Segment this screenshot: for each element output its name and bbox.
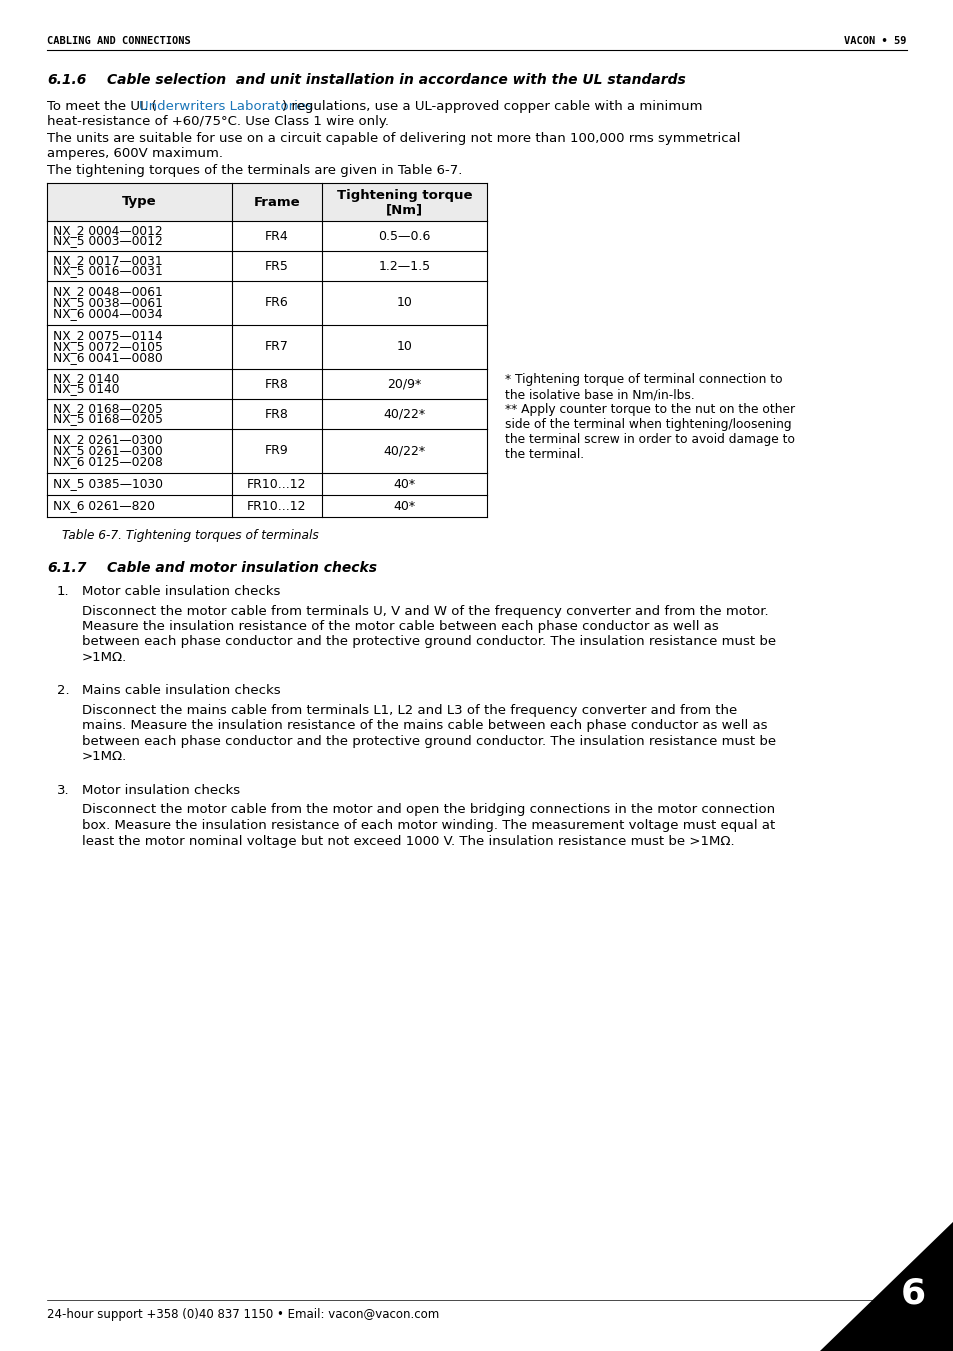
Text: 10: 10 [396, 296, 412, 309]
Text: NX_2 0017—0031: NX_2 0017—0031 [53, 254, 162, 267]
Text: between each phase conductor and the protective ground conductor. The insulation: between each phase conductor and the pro… [82, 735, 776, 748]
Text: NX_2 0075—0114: NX_2 0075—0114 [53, 330, 163, 343]
Text: NX_2 0261—0300: NX_2 0261—0300 [53, 434, 162, 446]
Text: Mains cable insulation checks: Mains cable insulation checks [82, 685, 280, 697]
Text: the isolative base in Nm/in-lbs.: the isolative base in Nm/in-lbs. [504, 388, 694, 401]
Text: between each phase conductor and the protective ground conductor. The insulation: between each phase conductor and the pro… [82, 635, 776, 648]
Text: 2.: 2. [57, 685, 70, 697]
Text: heat-resistance of +60/75°C. Use Class 1 wire only.: heat-resistance of +60/75°C. Use Class 1… [47, 115, 389, 128]
Text: 6.1.6: 6.1.6 [47, 73, 87, 86]
Text: VACON • 59: VACON • 59 [843, 36, 906, 46]
Text: NX_5 0261—0300: NX_5 0261—0300 [53, 444, 163, 458]
Text: NX_6 0125—0208: NX_6 0125—0208 [53, 455, 163, 469]
Text: Motor insulation checks: Motor insulation checks [82, 784, 240, 797]
Text: NX_6 0004—0034: NX_6 0004—0034 [53, 308, 162, 320]
Text: FR8: FR8 [265, 408, 289, 420]
Text: [Nm]: [Nm] [386, 204, 422, 216]
Text: NX_6 0041—0080: NX_6 0041—0080 [53, 351, 163, 365]
Text: 1.2—1.5: 1.2—1.5 [378, 259, 430, 273]
Text: FR8: FR8 [265, 377, 289, 390]
Text: Underwriters Laboratories: Underwriters Laboratories [138, 100, 313, 113]
Text: NX_5 0016—0031: NX_5 0016—0031 [53, 265, 163, 277]
Text: ) regulations, use a UL-approved copper cable with a minimum: ) regulations, use a UL-approved copper … [281, 100, 701, 113]
Text: 1.: 1. [57, 585, 70, 598]
Text: 6.1.7: 6.1.7 [47, 561, 87, 576]
Bar [47, 182, 486, 222]
Text: mains. Measure the insulation resistance of the mains cable between each phase c: mains. Measure the insulation resistance… [82, 720, 767, 732]
Text: NX_2 0004—0012: NX_2 0004—0012 [53, 224, 162, 238]
Text: Motor cable insulation checks: Motor cable insulation checks [82, 585, 280, 598]
Text: The tightening torques of the terminals are given in Table 6-7.: The tightening torques of the terminals … [47, 163, 462, 177]
Text: NX_5 0140: NX_5 0140 [53, 382, 119, 396]
Text: The units are suitable for use on a circuit capable of delivering not more than : The units are suitable for use on a circ… [47, 132, 740, 145]
Text: FR6: FR6 [265, 296, 289, 309]
Text: 20/9*: 20/9* [387, 377, 421, 390]
Text: * Tightening torque of terminal connection to: * Tightening torque of terminal connecti… [504, 373, 781, 386]
Text: FR7: FR7 [265, 340, 289, 354]
Text: NX_5 0385—1030: NX_5 0385—1030 [53, 477, 163, 490]
Text: Frame: Frame [253, 196, 300, 208]
Text: >1MΩ.: >1MΩ. [82, 651, 127, 663]
Text: 40/22*: 40/22* [383, 444, 425, 458]
Text: 24-hour support +358 (0)40 837 1150 • Email: vacon@vacon.com: 24-hour support +358 (0)40 837 1150 • Em… [47, 1308, 438, 1321]
Text: 6: 6 [900, 1275, 924, 1310]
Text: 40*: 40* [393, 477, 416, 490]
Text: box. Measure the insulation resistance of each motor winding. The measurement vo: box. Measure the insulation resistance o… [82, 819, 775, 832]
Text: Disconnect the mains cable from terminals L1, L2 and L3 of the frequency convert: Disconnect the mains cable from terminal… [82, 704, 737, 717]
Text: NX_5 0003—0012: NX_5 0003—0012 [53, 235, 163, 247]
Text: Tightening torque: Tightening torque [336, 189, 472, 201]
Text: Cable and motor insulation checks: Cable and motor insulation checks [107, 561, 376, 576]
Text: Disconnect the motor cable from terminals U, V and W of the frequency converter : Disconnect the motor cable from terminal… [82, 604, 768, 617]
Text: side of the terminal when tightening/loosening: side of the terminal when tightening/loo… [504, 417, 791, 431]
Text: amperes, 600V maximum.: amperes, 600V maximum. [47, 147, 223, 161]
Text: Measure the insulation resistance of the motor cable between each phase conducto: Measure the insulation resistance of the… [82, 620, 718, 634]
Text: Type: Type [122, 196, 156, 208]
Text: Cable selection  and unit installation in accordance with the UL standards: Cable selection and unit installation in… [107, 73, 685, 86]
Text: NX_6 0261—820: NX_6 0261—820 [53, 500, 154, 512]
Text: 0.5—0.6: 0.5—0.6 [378, 230, 430, 242]
Text: To meet the UL (: To meet the UL ( [47, 100, 156, 113]
Text: 3.: 3. [57, 784, 70, 797]
Text: NX_2 0140: NX_2 0140 [53, 373, 119, 385]
Text: NX_5 0168—0205: NX_5 0168—0205 [53, 412, 163, 426]
Polygon shape [820, 1221, 953, 1351]
Text: FR10...12: FR10...12 [247, 477, 307, 490]
Text: 40*: 40* [393, 500, 416, 512]
Text: FR5: FR5 [265, 259, 289, 273]
Text: the terminal screw in order to avoid damage to: the terminal screw in order to avoid dam… [504, 434, 794, 446]
Text: NX_2 0048—0061: NX_2 0048—0061 [53, 285, 163, 299]
Text: least the motor nominal voltage but not exceed 1000 V. The insulation resistance: least the motor nominal voltage but not … [82, 835, 734, 847]
Text: Table 6-7. Tightening torques of terminals: Table 6-7. Tightening torques of termina… [62, 530, 318, 542]
Text: ** Apply counter torque to the nut on the other: ** Apply counter torque to the nut on th… [504, 403, 794, 416]
Text: CABLING AND CONNECTIONS: CABLING AND CONNECTIONS [47, 36, 191, 46]
Text: 10: 10 [396, 340, 412, 354]
Text: Disconnect the motor cable from the motor and open the bridging connections in t: Disconnect the motor cable from the moto… [82, 804, 774, 816]
Text: NX_5 0072—0105: NX_5 0072—0105 [53, 340, 163, 354]
Text: NX_2 0168—0205: NX_2 0168—0205 [53, 403, 163, 416]
Text: FR4: FR4 [265, 230, 289, 242]
Text: FR10...12: FR10...12 [247, 500, 307, 512]
Text: FR9: FR9 [265, 444, 289, 458]
Text: NX_5 0038—0061: NX_5 0038—0061 [53, 296, 163, 309]
Text: >1MΩ.: >1MΩ. [82, 751, 127, 763]
Text: the terminal.: the terminal. [504, 449, 583, 461]
Text: 40/22*: 40/22* [383, 408, 425, 420]
